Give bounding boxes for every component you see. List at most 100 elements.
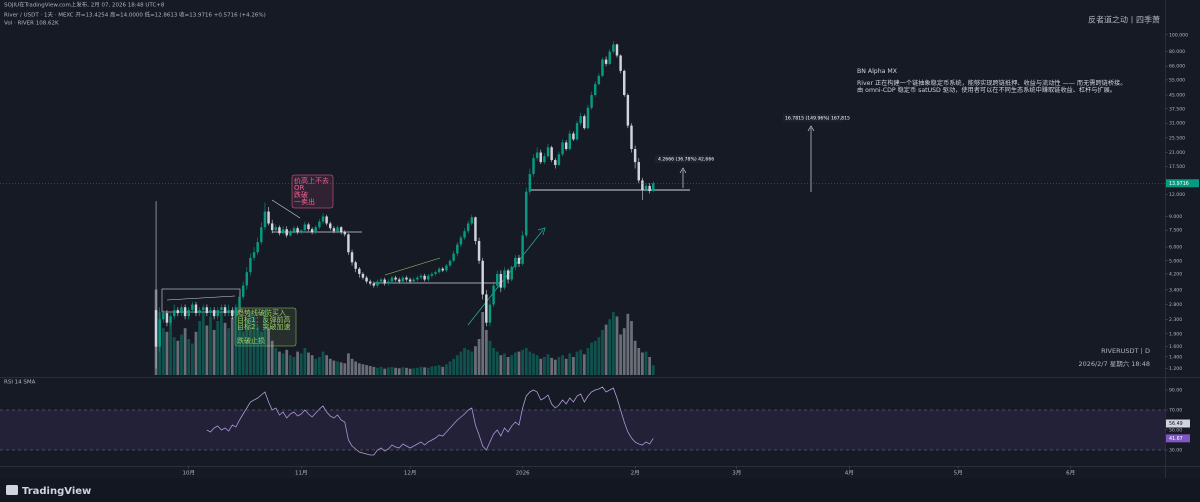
symbol-line: River / USDT · 1天 · MEXC 开=13.4254 高=14.… <box>4 11 266 19</box>
candle-body <box>601 59 604 76</box>
candle-body <box>332 228 336 232</box>
volume-bar <box>564 358 568 375</box>
candle-body <box>644 185 648 190</box>
volume-bar <box>611 312 615 375</box>
volume-bar <box>510 355 514 375</box>
volume-bar <box>274 348 278 375</box>
candle-body <box>463 231 466 238</box>
volume-bar <box>354 361 358 375</box>
sell-note: OR <box>294 184 305 192</box>
candle-body <box>495 273 499 286</box>
x-tick-label: 5月 <box>954 470 963 477</box>
candle-body <box>474 217 477 241</box>
volume-bar <box>590 342 593 375</box>
volume-bar <box>506 357 510 375</box>
volume-bar <box>180 334 183 375</box>
volume-bar <box>379 366 383 375</box>
y-tick-label: 17.500 <box>1169 164 1185 170</box>
candle-body <box>445 265 448 271</box>
volume-bar <box>550 357 554 375</box>
volume-bar <box>288 355 292 375</box>
y-tick-label: 5.000 <box>1169 258 1182 264</box>
candle-body <box>260 227 263 243</box>
arrow-head <box>537 227 546 236</box>
brand-logo <box>6 485 18 495</box>
candle-body <box>162 313 165 320</box>
candle-body <box>430 273 434 276</box>
candle-body <box>521 235 524 264</box>
candle-body <box>641 180 644 190</box>
candle-body <box>285 229 288 236</box>
volume-bar <box>626 313 630 375</box>
candle-body <box>278 227 281 234</box>
candle-body <box>292 228 296 232</box>
volume-bar <box>492 348 495 375</box>
y-tick-label: 1.200 <box>1169 366 1182 372</box>
volume-bar <box>296 351 299 375</box>
candle-body <box>448 260 452 266</box>
candle-body <box>477 240 481 261</box>
footer-bar <box>0 478 1200 502</box>
y-tick-label: 6.000 <box>1169 245 1182 251</box>
volume-bar <box>223 322 227 375</box>
volume-bar <box>622 328 626 375</box>
candle-body <box>579 116 582 124</box>
candle-body <box>604 59 608 64</box>
x-tick-label: 6月 <box>1066 470 1075 477</box>
candle-body <box>652 183 655 192</box>
volume-bar <box>557 357 561 375</box>
candle-body <box>575 123 579 140</box>
volume-bar <box>630 321 633 375</box>
y-tick-label: 55.000 <box>1169 77 1185 83</box>
candle-body <box>459 237 463 245</box>
candle-body <box>452 253 455 261</box>
volume-bar <box>267 328 270 375</box>
candle-body <box>503 270 506 288</box>
x-tick-label: 2月 <box>631 470 640 477</box>
candle-body <box>299 230 303 233</box>
volume-bar <box>575 351 579 375</box>
brand[interactable]: TradingView <box>22 486 91 497</box>
volume-bar <box>401 367 405 375</box>
candle-body <box>216 310 219 317</box>
candle-body <box>205 307 209 314</box>
candle-body <box>470 217 474 224</box>
volume-bar <box>582 354 586 375</box>
buy-note: 目标1：反弹前高 <box>237 315 290 324</box>
candle-body <box>154 310 158 347</box>
candle-body <box>572 133 575 140</box>
y-tick-label: 1.900 <box>1169 331 1182 337</box>
volume-bar <box>176 340 180 375</box>
volume-bar <box>532 353 535 375</box>
volume-bar <box>434 366 437 375</box>
note-line: 由 omni-CDP 稳定币 satUSD 驱动，使用者可以在不同生态系统中赚取… <box>857 86 1116 94</box>
arrow-head <box>679 167 687 174</box>
rsi-y-tick-label: 70.00 <box>1169 408 1182 414</box>
candle-body <box>238 296 241 308</box>
candle-body <box>535 152 539 159</box>
y-tick-label: 100.000 <box>1169 32 1188 38</box>
candle-body <box>249 257 252 273</box>
candle-body <box>597 75 601 85</box>
volume-bar <box>361 364 365 375</box>
candle-body <box>347 234 350 253</box>
candle-body <box>325 216 328 224</box>
candle-body <box>408 279 412 282</box>
candle-body <box>289 231 292 236</box>
candle-body <box>630 125 633 150</box>
trend-line <box>271 199 301 219</box>
candle-body <box>183 307 187 317</box>
volume-bar <box>499 355 503 375</box>
volume-bar <box>426 367 430 375</box>
candle-body <box>568 133 572 150</box>
candle-body <box>434 272 437 274</box>
candle-body <box>274 227 278 231</box>
candle-body <box>387 281 390 284</box>
volume-bar <box>488 340 492 375</box>
watermark-title: 反者道之动丨四季萧 <box>1088 15 1160 25</box>
volume-bar <box>194 331 198 375</box>
measure-label: 16.7815 (149.96%) 167,815 <box>785 116 850 122</box>
volume-bar <box>190 343 194 375</box>
candle-body <box>423 275 426 280</box>
candle-body <box>437 268 441 273</box>
